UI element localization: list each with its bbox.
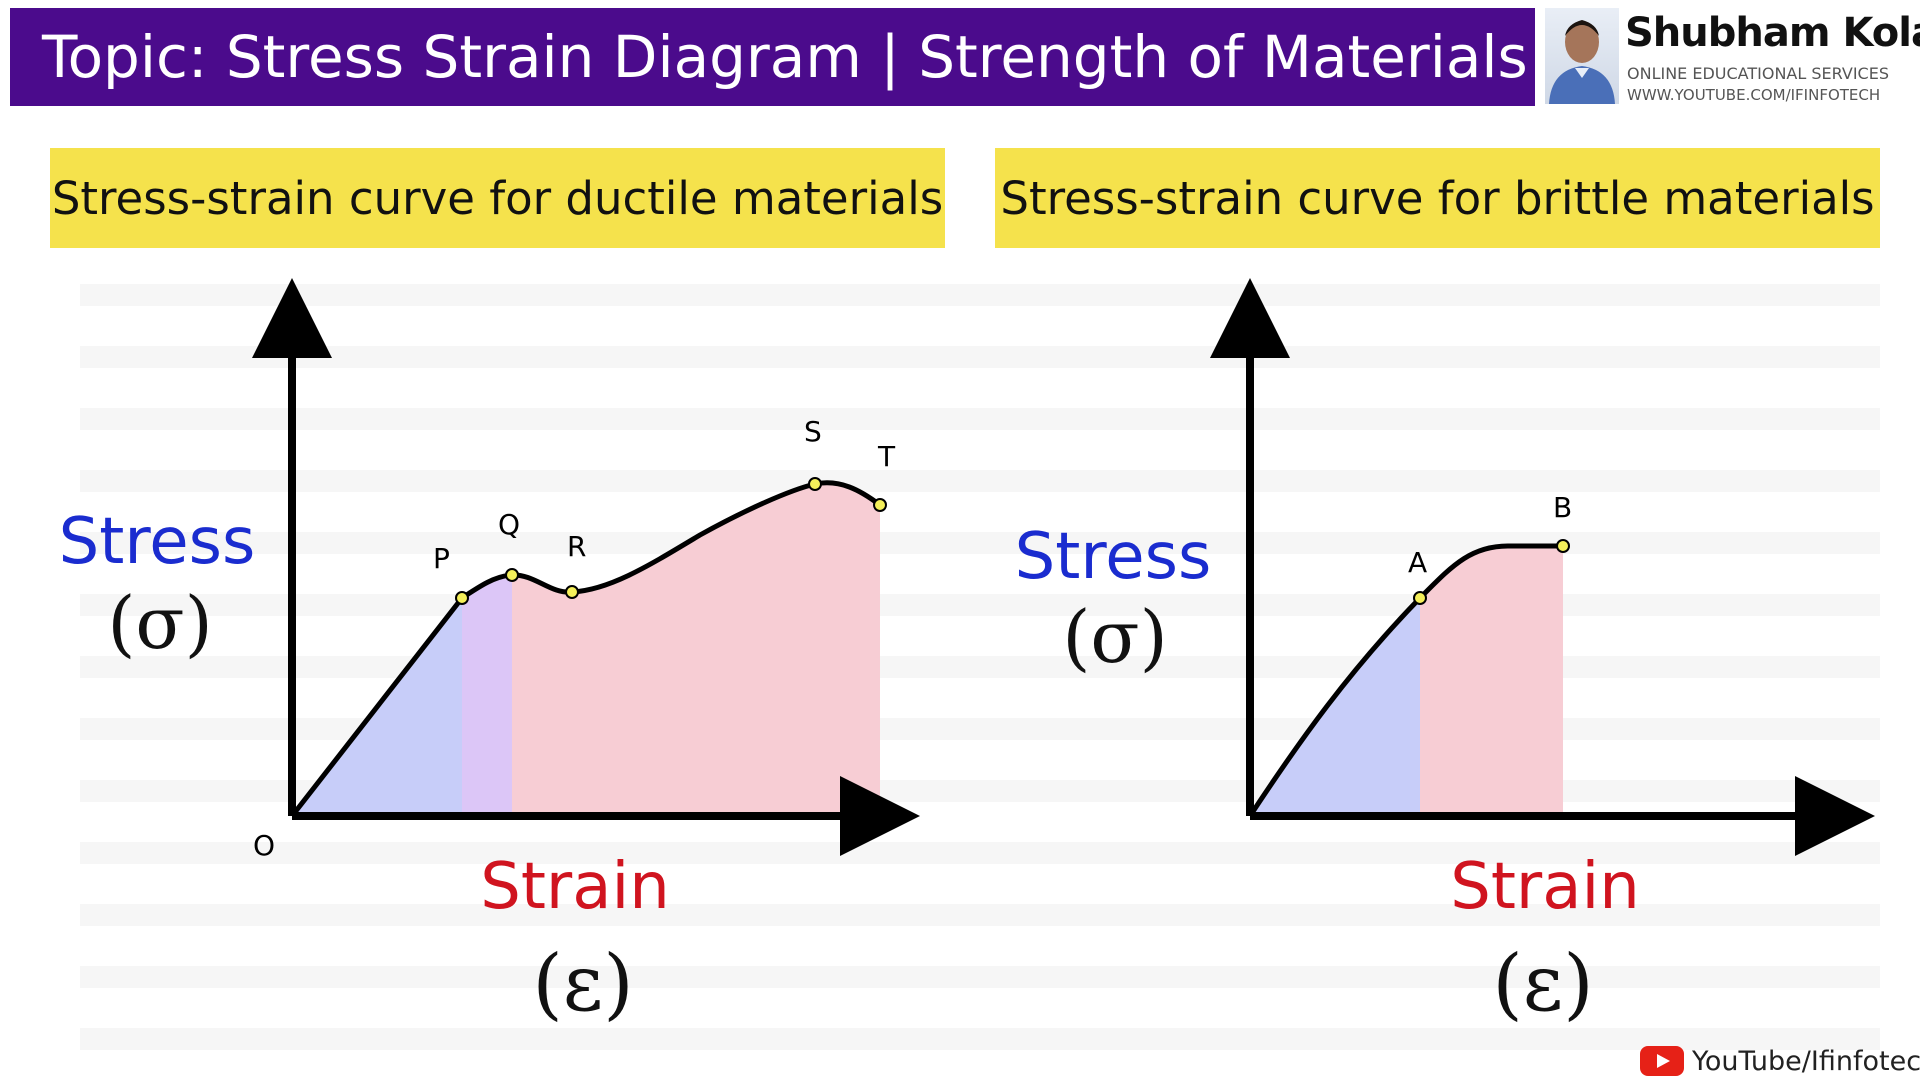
brand-url: WWW.YOUTUBE.COM/IFINFOTECH [1627,86,1881,104]
ductile-stress-symbol: (σ) [107,581,212,665]
background-text-ghost [80,262,1880,1062]
brand-name: Shubham Kola [1625,10,1920,56]
point-r-marker [565,585,579,599]
footer-channel-text: YouTube/Ifinfotech [1692,1045,1920,1077]
point-t-marker [873,498,887,512]
footer-credit[interactable]: YouTube/Ifinfotech [1640,1043,1920,1079]
brittle-stress-label: Stress [1015,520,1212,594]
brittle-diagram: A B Stress (σ) Strain (ε) [1015,278,1875,1029]
point-s-marker [808,477,822,491]
youtube-icon [1640,1046,1684,1076]
brand-tagline: ONLINE EDUCATIONAL SERVICES [1627,64,1889,83]
ductile-strain-label: Strain [480,850,670,924]
point-o-label: O [253,829,275,862]
brittle-curve [1247,543,1563,818]
brittle-panel-title: Stress-strain curve for brittle material… [995,148,1880,248]
ductile-yield-region [462,575,512,816]
point-a-label: A [1408,546,1427,579]
brittle-elastic-region [1250,598,1420,816]
brittle-strain-label: Strain [1450,850,1640,924]
point-b-marker [1556,539,1570,553]
page-title: Topic: Stress Strain Diagram | Strength … [42,23,1528,91]
ductile-panel-title: Stress-strain curve for ductile material… [50,148,945,248]
point-p-marker [455,591,469,605]
brittle-plastic-region [1420,545,1563,816]
point-q-label: Q [498,508,520,541]
brittle-stress-symbol: (σ) [1062,595,1167,679]
point-t-label: T [877,440,896,473]
person-icon [1549,20,1615,104]
point-p-label: P [433,542,450,575]
brand-block: Shubham Kola ONLINE EDUCATIONAL SERVICES… [1545,6,1920,106]
point-r-label: R [567,530,586,563]
ductile-strain-symbol: (ε) [532,939,633,1029]
brittle-strain-symbol: (ε) [1492,939,1593,1029]
ductile-stress-label: Stress [59,505,256,579]
point-s-label: S [804,415,822,448]
point-a-marker [1413,591,1427,605]
ductile-plastic-region [512,482,880,816]
header-bar: Topic: Stress Strain Diagram | Strength … [10,8,1535,106]
avatar [1545,8,1619,104]
ductile-diagram: O P Q R S T Stress (σ) Strain (ε) [59,278,920,1029]
point-b-label: B [1553,491,1572,524]
point-q-marker [505,568,519,582]
